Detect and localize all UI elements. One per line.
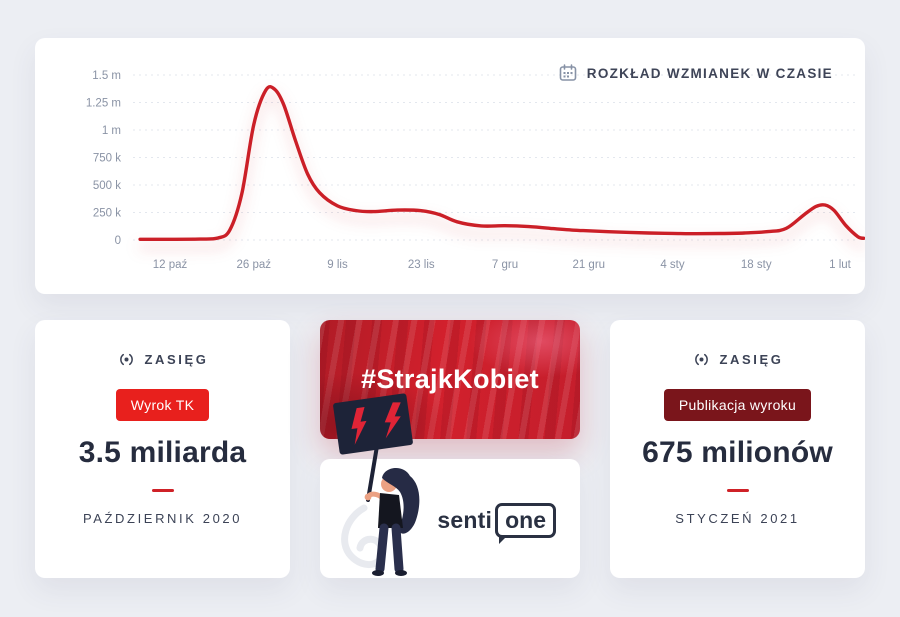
reach-icon <box>119 353 133 366</box>
svg-text:4 sty: 4 sty <box>660 259 685 271</box>
hashtag-text: #StrajkKobiet <box>361 364 539 394</box>
reach-section-row: ZASIĘG <box>692 350 784 369</box>
svg-text:0: 0 <box>115 235 121 247</box>
svg-text:1 lut: 1 lut <box>829 259 852 271</box>
reach-icon <box>694 353 708 366</box>
reach-card-january: ZASIĘG Publikacja wyroku 675 milionów ST… <box>610 320 865 578</box>
svg-text:1.5 m: 1.5 m <box>92 70 121 82</box>
calendar-icon <box>559 64 577 81</box>
sentione-logo: senti one <box>437 503 556 544</box>
chart-title-row: ROZKŁAD WZMIANEK W CZASIE <box>559 64 833 82</box>
svg-text:12 paź: 12 paź <box>153 259 188 271</box>
svg-text:1 m: 1 m <box>102 125 121 137</box>
period-label-october: PAŹDZIERNIK 2020 <box>82 511 243 526</box>
svg-text:9 lis: 9 lis <box>327 259 348 271</box>
reach-section-label: ZASIĘG <box>719 352 784 367</box>
divider-dash <box>726 489 749 492</box>
reach-section-label: ZASIĘG <box>144 352 209 367</box>
svg-text:750 k: 750 k <box>93 153 121 165</box>
mentions-chart-card: ROZKŁAD WZMIANEK W CZASIE 0 250 k 500 k 750… <box>35 38 865 294</box>
reach-card-october: ZASIĘG Wyrok TK 3.5 miliarda PAŹDZIERNIK… <box>35 320 290 578</box>
svg-text:250 k: 250 k <box>93 208 121 220</box>
logo-speech-bubble: one <box>495 503 556 544</box>
mentions-line-chart: 0 250 k 500 k 750 k 1 m 1.25 m 1.5 m 12 paź 26 p… <box>86 70 865 271</box>
reach-value-january: 675 milionów <box>642 436 833 469</box>
svg-text:26 paź: 26 paź <box>236 259 271 271</box>
svg-text:23 lis: 23 lis <box>408 259 435 271</box>
divider-dash <box>151 489 174 492</box>
logo-text-senti: senti <box>437 507 493 533</box>
period-label-january: STYCZEŃ 2021 <box>675 511 800 526</box>
hashtag-card: #StrajkKobiet <box>320 320 580 439</box>
svg-text:1.25 m: 1.25 m <box>86 98 121 110</box>
reach-value-october: 3.5 miliarda <box>78 436 247 469</box>
reach-section-row: ZASIĘG <box>117 350 209 369</box>
sentione-logo-card: senti one <box>320 459 580 578</box>
svg-text:7 gru: 7 gru <box>492 259 518 271</box>
svg-text:500 k: 500 k <box>93 180 121 192</box>
svg-text:21 gru: 21 gru <box>572 259 605 271</box>
publication-badge: Publikacja wyroku <box>663 389 812 421</box>
svg-text:18 sty: 18 sty <box>741 259 772 271</box>
verdict-badge: Wyrok TK <box>115 389 210 421</box>
chart-title: ROZKŁAD WZMIANEK W CZASIE <box>586 65 833 81</box>
